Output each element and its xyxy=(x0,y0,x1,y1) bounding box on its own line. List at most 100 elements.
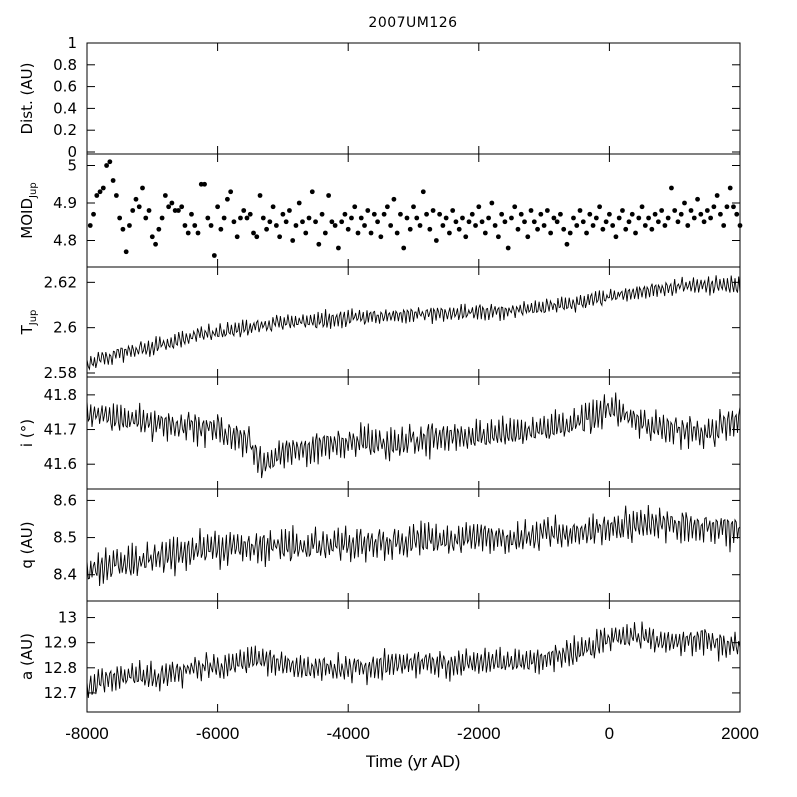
scatter-point xyxy=(329,219,335,225)
scatter-point xyxy=(502,219,508,225)
scatter-point xyxy=(228,189,234,195)
scatter-point xyxy=(499,211,505,217)
y-axis-label: TJup xyxy=(18,310,39,336)
scatter-point xyxy=(182,223,188,228)
scatter-point xyxy=(633,230,638,236)
panel-q: 8.4 8.5 8.6 q (AU) xyxy=(18,488,741,601)
scatter-point xyxy=(430,208,436,213)
y-axis-label: Dist. (AU) xyxy=(18,63,36,135)
scatter-point xyxy=(489,200,495,206)
scatter-point xyxy=(352,204,358,210)
scatter-point xyxy=(718,211,723,217)
scatter-point xyxy=(97,189,103,195)
scatter-point xyxy=(646,215,651,221)
scatter-point xyxy=(538,211,544,217)
scatter-point xyxy=(695,196,700,202)
scatter-point xyxy=(407,226,413,232)
x-tick-label: 0 xyxy=(605,724,614,743)
scatter-point xyxy=(309,189,315,195)
scatter-point xyxy=(192,223,198,228)
scatter-point xyxy=(394,230,400,236)
scatter-point xyxy=(731,204,736,210)
scatter-point xyxy=(280,211,286,217)
scatter-point xyxy=(195,230,201,236)
scatter-point xyxy=(179,204,185,210)
scatter-point xyxy=(607,211,612,217)
scatter-point xyxy=(169,200,175,206)
scatter-point xyxy=(682,200,687,206)
scatter-point xyxy=(701,219,707,225)
scatter-point xyxy=(146,208,152,213)
y-tick-label: 0.2 xyxy=(53,121,77,139)
scatter-point xyxy=(107,159,113,165)
scatter-point xyxy=(375,219,380,225)
scatter-point xyxy=(531,219,537,225)
scatter-point xyxy=(469,211,475,217)
scatter-point xyxy=(349,215,354,221)
scatter-point xyxy=(626,219,632,225)
panel-inc: 41.6 41.7 41.8 i (°) xyxy=(18,376,741,489)
scatter-point xyxy=(636,215,642,221)
scatter-point xyxy=(450,208,456,213)
scatter-point xyxy=(156,226,162,232)
scatter-point xyxy=(649,226,655,232)
y-tick-label: 41.6 xyxy=(44,455,77,473)
scatter-point xyxy=(159,215,165,221)
scatter-point xyxy=(564,241,570,247)
scatter-point xyxy=(362,223,367,228)
scatter-point xyxy=(567,230,573,236)
scatter-point xyxy=(476,204,482,210)
y-tick-label: 0 xyxy=(67,143,77,161)
scatter-point xyxy=(313,219,318,225)
scatter-point xyxy=(577,208,583,213)
panel-moid: 4.8 4.9 5 MOIDJup xyxy=(18,153,743,267)
scatter-point xyxy=(685,223,691,228)
scatter-point xyxy=(548,230,554,236)
scatter-point xyxy=(727,185,733,191)
scatter-point xyxy=(358,215,364,221)
scatter-point xyxy=(541,223,547,228)
scatter-point xyxy=(440,223,446,228)
scatter-point xyxy=(238,215,243,221)
scatter-point xyxy=(659,208,665,213)
scatter-point xyxy=(384,204,390,210)
scatter-point xyxy=(153,241,158,247)
scatter-point xyxy=(267,219,273,225)
scatter-point xyxy=(443,215,449,221)
scatter-point xyxy=(257,193,263,198)
scatter-point xyxy=(162,193,168,198)
scatter-point xyxy=(283,219,289,225)
panels: 0 0.2 0.4 0.6 0.8 1 Dist. (AU) 4.8 4.9 5 MOIDJup 2.… xyxy=(18,34,759,743)
scatter-point xyxy=(518,211,524,217)
scatter-point xyxy=(420,189,426,195)
scatter-point xyxy=(600,226,606,232)
scatter-point xyxy=(224,196,230,202)
scatter-point xyxy=(580,219,586,225)
scatter-point xyxy=(185,230,191,236)
scatter-point xyxy=(433,238,439,243)
scatter-point xyxy=(339,219,345,225)
scatter-point xyxy=(123,249,129,255)
x-axis-label: Time (yr AD) xyxy=(366,752,461,771)
scatter-point xyxy=(293,223,299,228)
scatter-point xyxy=(378,234,384,240)
scatter-point xyxy=(486,215,491,221)
scatter-point xyxy=(610,223,616,228)
y-tick-label: 4.9 xyxy=(53,194,77,212)
scatter-point xyxy=(509,215,514,221)
scatter-point xyxy=(290,238,296,243)
series-line xyxy=(86,392,741,479)
scatter-point xyxy=(544,208,550,213)
scatter-point xyxy=(381,211,387,217)
scatter-point xyxy=(603,219,609,225)
scatter-point xyxy=(639,204,645,210)
scatter-point xyxy=(711,204,717,210)
chart-title: 2007UM126 xyxy=(368,15,457,31)
scatter-point xyxy=(561,226,567,232)
scatter-point xyxy=(669,185,674,191)
y-tick-label: 8.6 xyxy=(53,491,77,509)
scatter-point xyxy=(528,208,534,213)
scatter-point xyxy=(642,223,648,228)
scatter-point xyxy=(665,215,671,221)
